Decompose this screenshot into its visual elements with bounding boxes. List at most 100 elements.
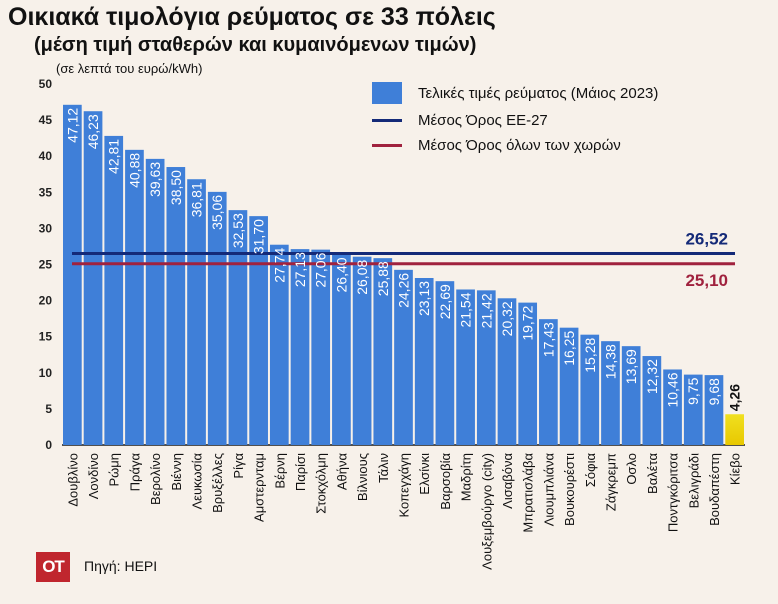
value-label: 31,70	[251, 219, 267, 254]
category-label: Μπρατισλάβα	[521, 453, 536, 533]
category-label: Λισαβόνα	[500, 453, 515, 509]
bar	[621, 346, 641, 445]
category-label: Παρίσι	[293, 453, 308, 491]
bar	[269, 244, 289, 445]
category-label: Βελιγράδι	[686, 453, 701, 509]
bar	[414, 278, 434, 445]
category-labels: Δουβλίνο Λονδίνο Ρώμη Πράγα Βερολίνο Βιέννη Λε…	[65, 453, 742, 570]
value-label: 17,43	[540, 322, 556, 357]
bar	[539, 319, 558, 445]
bar	[187, 179, 206, 445]
value-label: 4,26	[727, 384, 743, 411]
legend-swatch-eu27	[372, 118, 402, 122]
bar	[290, 249, 310, 445]
category-label: Αμστερνταμ	[252, 453, 267, 522]
bar	[125, 149, 144, 445]
category-label: Κίεβο	[728, 453, 743, 485]
category-label: Ζάγκρεμπ	[603, 453, 618, 511]
bar	[394, 269, 413, 445]
value-label: 35,06	[209, 195, 225, 230]
bar	[352, 256, 372, 445]
value-label: 22,69	[437, 284, 453, 319]
category-label: Βουδαπέστη	[707, 453, 722, 526]
bar	[601, 341, 620, 445]
category-label: Ρώμη	[107, 453, 122, 487]
value-label: 47,12	[64, 108, 80, 143]
reference-line-label: 26,52	[685, 230, 728, 249]
category-label: Δουβλίνο	[65, 453, 80, 507]
value-label: 24,26	[396, 273, 412, 308]
bar	[145, 158, 165, 445]
bar	[311, 249, 331, 445]
y-tick-label: 15	[39, 330, 53, 344]
bar	[497, 298, 517, 445]
y-tick-label: 25	[39, 258, 53, 272]
category-label: Ποντγκόριτσα	[666, 453, 681, 533]
legend-swatch-all	[372, 143, 402, 147]
reference-lines: 26,52 25,10	[72, 230, 735, 290]
logo-icon: OT	[36, 552, 70, 582]
value-label: 25,88	[375, 261, 391, 296]
category-label: Οσλο	[624, 453, 639, 485]
y-tick-label: 5	[45, 402, 52, 416]
source-note: Πηγή: HEPI	[84, 558, 158, 574]
category-label: Βέρνη	[272, 453, 287, 489]
bar	[83, 111, 103, 446]
value-label: 13,69	[623, 349, 639, 384]
bar	[476, 290, 496, 445]
value-label: 27,13	[292, 252, 308, 287]
value-label: 16,25	[561, 330, 577, 365]
value-label: 19,72	[520, 305, 536, 340]
legend-item-all: Μέσος Όρος όλων των χωρών	[372, 133, 621, 157]
bar	[559, 327, 579, 445]
bar	[228, 210, 248, 445]
bar	[704, 375, 724, 445]
value-label: 10,46	[665, 372, 681, 407]
category-label: Βαρσοβία	[438, 453, 453, 510]
category-label: Βιέννη	[169, 453, 184, 491]
bar	[683, 374, 703, 445]
bar	[663, 369, 682, 445]
y-tick-label: 30	[39, 221, 53, 235]
value-label: 15,28	[582, 337, 598, 372]
category-label: Λονδίνο	[86, 453, 101, 499]
legend-item-bars: Τελικές τιμές ρεύματος (Μάιος 2023)	[372, 81, 658, 105]
value-label: 40,88	[126, 153, 142, 188]
y-tick-label: 50	[39, 77, 53, 91]
category-label: Πράγα	[127, 453, 142, 492]
value-label: 26,08	[354, 260, 370, 295]
bar	[166, 167, 186, 445]
y-tick-label: 10	[39, 366, 53, 380]
legend-label-bars: Τελικές τιμές ρεύματος (Μάιος 2023)	[418, 84, 659, 102]
value-label: 12,32	[644, 359, 660, 394]
bars	[63, 104, 744, 446]
category-label: Βρυξέλλες	[210, 453, 225, 513]
category-label: Λουξεμβούργο (city)	[479, 453, 494, 570]
category-label: Σόφια	[583, 453, 598, 488]
value-label: 9,68	[706, 378, 722, 405]
bar	[580, 334, 600, 445]
bar	[456, 289, 475, 445]
category-label: Λευκωσία	[190, 453, 205, 510]
value-label: 46,23	[85, 114, 101, 149]
value-label: 23,13	[416, 281, 432, 316]
value-label: 21,42	[478, 293, 494, 328]
value-label: 21,54	[458, 292, 474, 327]
category-label: Ρίγα	[231, 453, 246, 479]
value-label: 36,81	[189, 182, 205, 217]
value-label: 38,50	[168, 170, 184, 205]
chart-subtitle: (μέση τιμή σταθερών και κυμαινόμενων τιμ…	[34, 34, 477, 56]
category-label: Ελσίνκι	[417, 453, 432, 495]
value-label: 27,74	[271, 248, 287, 283]
legend-swatch-bars	[372, 82, 402, 104]
y-tick-label: 35	[39, 185, 53, 199]
bar	[332, 254, 351, 445]
y-tick-label: 40	[39, 149, 53, 163]
category-label: Βερολίνο	[148, 453, 163, 505]
value-labels: 47,12 46,23 42,81 40,88 39,63 38,50 36,81 35,06…	[64, 108, 742, 412]
value-label: 26,40	[333, 257, 349, 292]
units-note: (σε λεπτά του ευρώ/kWh)	[56, 61, 203, 76]
y-tick-label: 20	[39, 294, 53, 308]
bar	[518, 302, 538, 445]
